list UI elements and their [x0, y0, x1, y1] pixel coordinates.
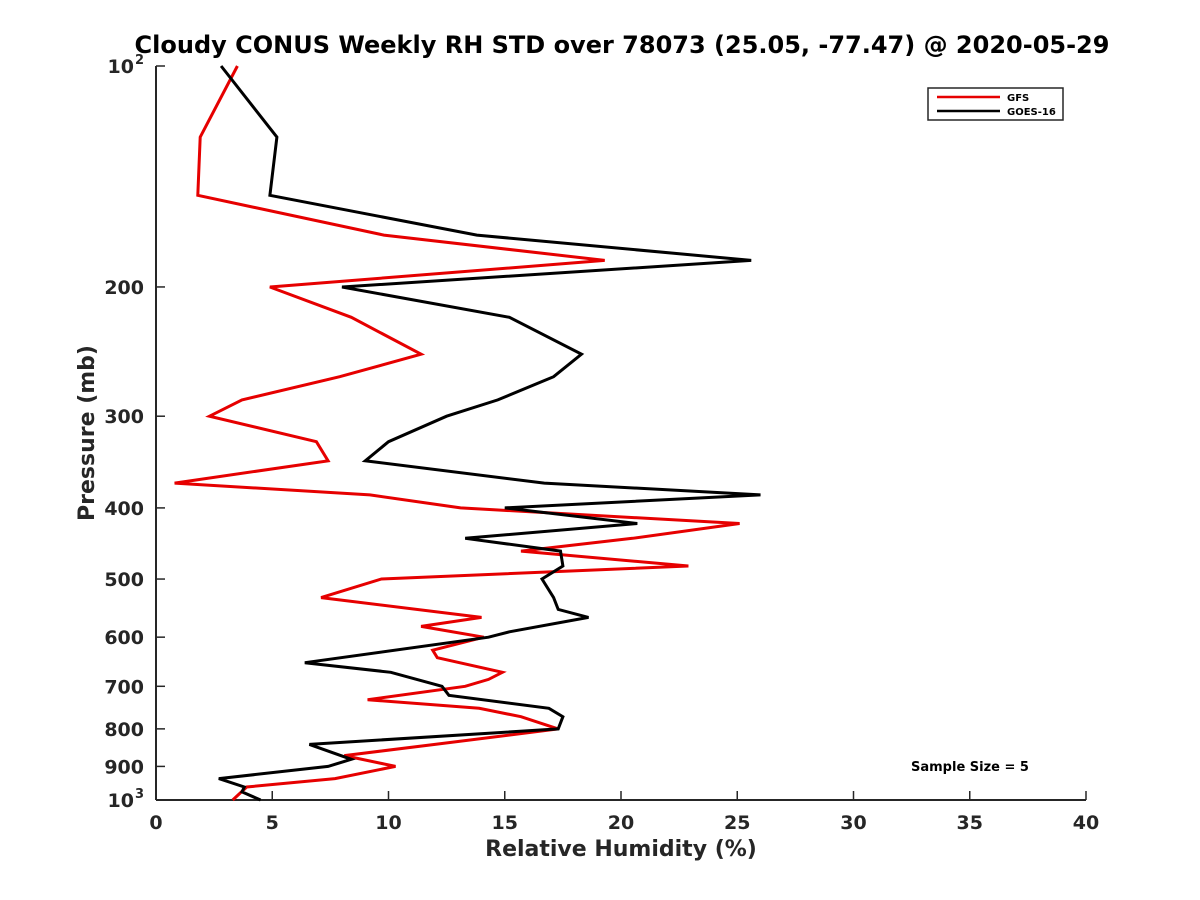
y-tick-superscript: 2: [135, 53, 144, 68]
series-line-goes16: [218, 65, 761, 802]
x-tick-label: 25: [724, 812, 750, 834]
x-tick-label: 30: [840, 812, 866, 834]
y-tick-label: 500: [104, 569, 144, 591]
x-tick-label: 20: [608, 812, 634, 834]
y-tick-label: 200: [104, 277, 144, 299]
y-axis-label: Pressure (mb): [75, 345, 100, 521]
y-tick-label: 10: [108, 56, 134, 78]
chart-title: Cloudy CONUS Weekly RH STD over 78073 (2…: [135, 31, 1110, 59]
x-tick-label: 0: [149, 812, 162, 834]
legend-box: [927, 87, 1064, 121]
legend-label-goes16: GOES-16: [1007, 107, 1056, 118]
y-tick-superscript: 3: [135, 787, 144, 802]
x-tick-label: 35: [957, 812, 983, 834]
y-tick-label: 300: [104, 406, 144, 428]
series-lines: [174, 65, 761, 802]
y-tick-label: 700: [104, 676, 144, 698]
series-line-gfs: [174, 65, 740, 802]
x-tick-label: 10: [375, 812, 401, 834]
legend-label-gfs: GFS: [1007, 93, 1029, 104]
y-tick-label: 10: [108, 790, 134, 812]
x-ticks: 0 5 10 15 20 25 30 35 40: [149, 791, 1099, 834]
y-tick-label: 400: [104, 498, 144, 520]
x-tick-label: 5: [266, 812, 279, 834]
y-tick-label: 900: [104, 756, 144, 778]
legend: GFS GOES-16: [927, 87, 1064, 121]
plot-area: 0 5 10 15 20 25 30 35 40 10 220030040050060070080…: [104, 53, 1099, 834]
x-tick-label: 15: [492, 812, 518, 834]
x-axis-label: Relative Humidity (%): [485, 837, 757, 862]
y-tick-label: 800: [104, 719, 144, 741]
x-tick-label: 40: [1073, 812, 1099, 834]
sample-size-annotation: Sample Size = 5: [911, 760, 1029, 775]
y-tick-label: 600: [104, 627, 144, 649]
